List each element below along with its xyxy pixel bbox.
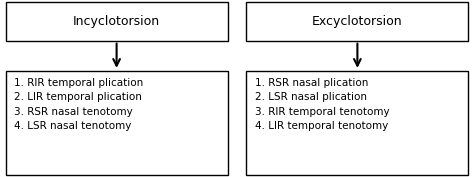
Bar [6, 2, 228, 41]
Text: 1. RIR temporal plication
2. LIR temporal plication
3. RSR nasal tenotomy
4. LSR: 1. RIR temporal plication 2. LIR tempora… [14, 78, 144, 131]
Bar [246, 2, 468, 41]
Text: Incyclotorsion: Incyclotorsion [73, 15, 160, 28]
Text: Excyclotorsion: Excyclotorsion [312, 15, 403, 28]
Bar [6, 71, 228, 175]
Bar [246, 71, 468, 175]
Text: 1. RSR nasal plication
2. LSR nasal plication
3. RIR temporal tenotomy
4. LIR te: 1. RSR nasal plication 2. LSR nasal plic… [255, 78, 390, 131]
